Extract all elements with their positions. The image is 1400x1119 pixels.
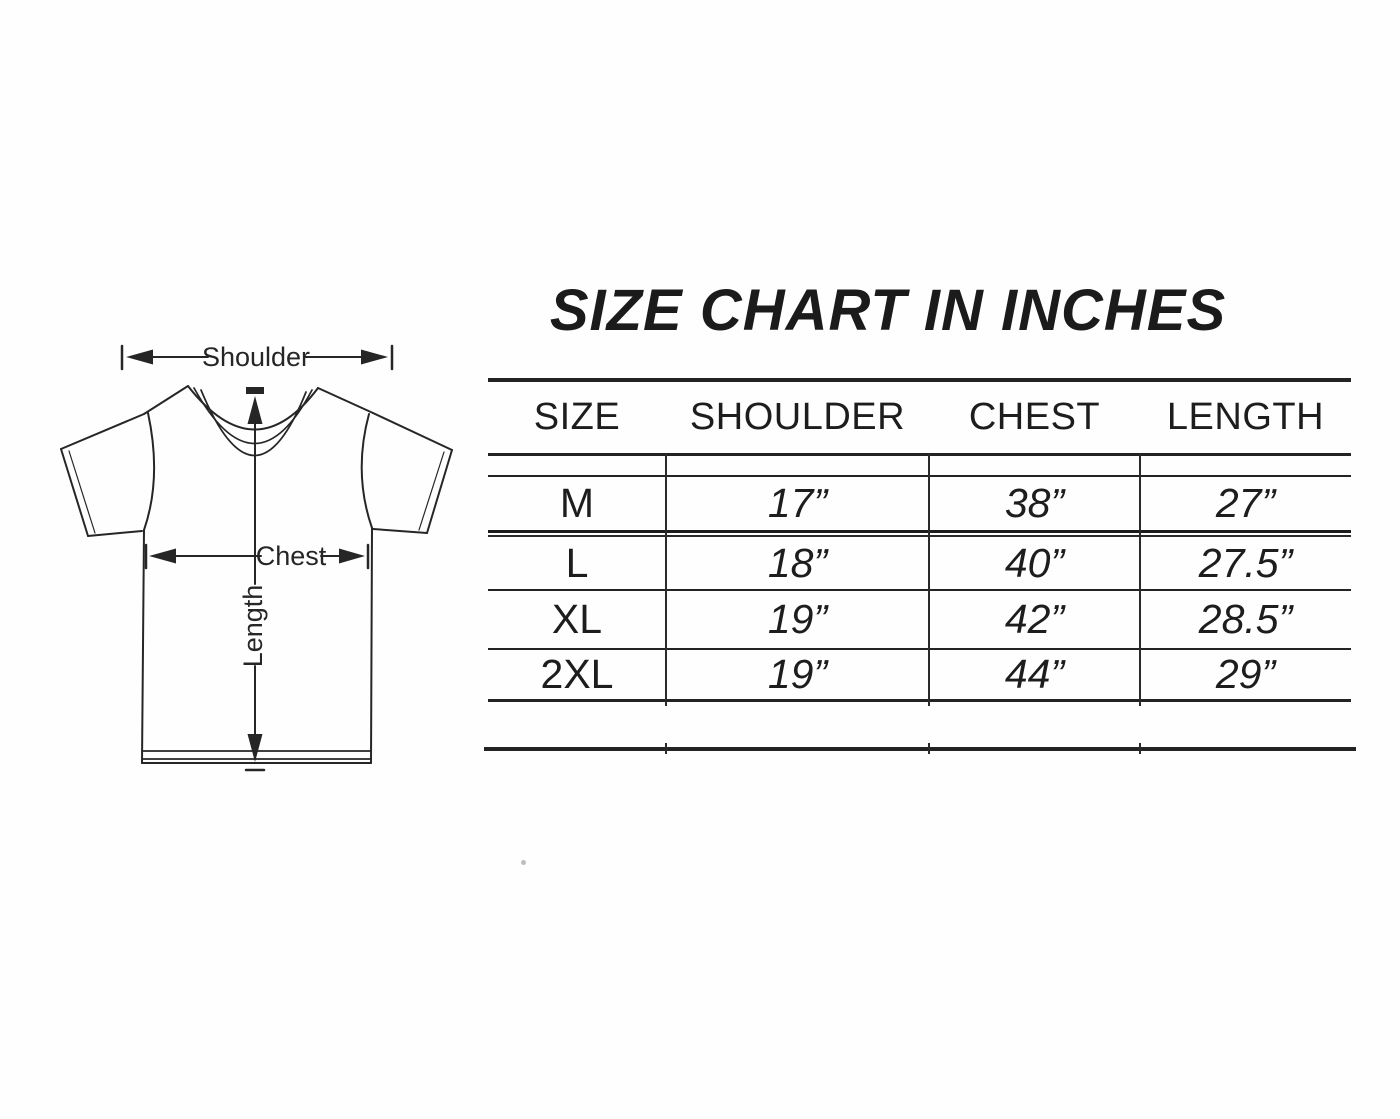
chest-cell-2xl: 44” (1004, 651, 1065, 697)
size-cell-l: L (565, 539, 589, 586)
column-divider-shoulder-chest (928, 453, 930, 706)
page-title: SIZE CHART IN INCHES (549, 278, 1227, 343)
row-m-bottom-double-rule (488, 530, 1351, 537)
chest-cell-l: 40” (1004, 539, 1065, 586)
chest-label: Chest (256, 541, 327, 571)
column-divider-chest-length (1139, 453, 1141, 706)
table-footer-rule (484, 747, 1356, 751)
table-row-l: L 18” 40” 27.5” (488, 537, 1351, 589)
table-top-rule (488, 378, 1351, 382)
chest-arrow: Chest (144, 541, 370, 571)
chest-cell-m: 38” (1004, 480, 1065, 526)
shoulder-arrow: Shoulder (120, 342, 394, 372)
footer-rule-tick (665, 743, 667, 754)
shoulder-label: Shoulder (202, 342, 310, 372)
header-bottom-rule (488, 453, 1351, 456)
scan-artifact-dot (521, 860, 526, 865)
table-row-2xl: 2XL 19” 44” 29” (488, 650, 1351, 699)
chest-cell-xl: 42” (1004, 596, 1065, 642)
length-cell-m: 27” (1215, 480, 1276, 526)
table-header-row: SIZE SHOULDER CHEST LENGTH (488, 381, 1351, 453)
length-arrow: Length (238, 396, 268, 772)
shoulder-cell-m: 17” (767, 480, 828, 526)
column-header-length: LENGTH (1166, 395, 1325, 438)
size-cell-xl: XL (551, 596, 603, 642)
tshirt-outline (60, 385, 453, 764)
size-cell-m: M (559, 480, 595, 526)
row-2xl-bottom-rule (488, 699, 1351, 702)
footer-rule-tick (928, 743, 930, 754)
collar-tag-mark (246, 387, 264, 394)
footer-rule-tick (1139, 743, 1141, 754)
table-row-m: M 17” 38” 27” (488, 477, 1351, 530)
column-header-shoulder: SHOULDER (689, 395, 906, 438)
length-cell-2xl: 29” (1215, 651, 1276, 697)
size-cell-2xl: 2XL (540, 651, 614, 697)
shoulder-cell-xl: 19” (767, 596, 828, 642)
table-row-xl: XL 19” 42” 28.5” (488, 591, 1351, 648)
column-header-size: SIZE (533, 395, 621, 438)
length-cell-l: 27.5” (1198, 539, 1293, 586)
spacer-row-rule (488, 475, 1351, 477)
tshirt-measurement-diagram: Shoulder (60, 342, 453, 772)
length-cell-xl: 28.5” (1198, 596, 1293, 642)
column-header-chest: CHEST (968, 395, 1101, 438)
length-label: Length (238, 585, 268, 668)
row-xl-bottom-rule (488, 648, 1351, 650)
shoulder-cell-2xl: 19” (767, 651, 828, 697)
row-l-bottom-rule (488, 589, 1351, 591)
column-divider-size-shoulder (665, 453, 667, 706)
shoulder-cell-l: 18” (767, 539, 828, 586)
